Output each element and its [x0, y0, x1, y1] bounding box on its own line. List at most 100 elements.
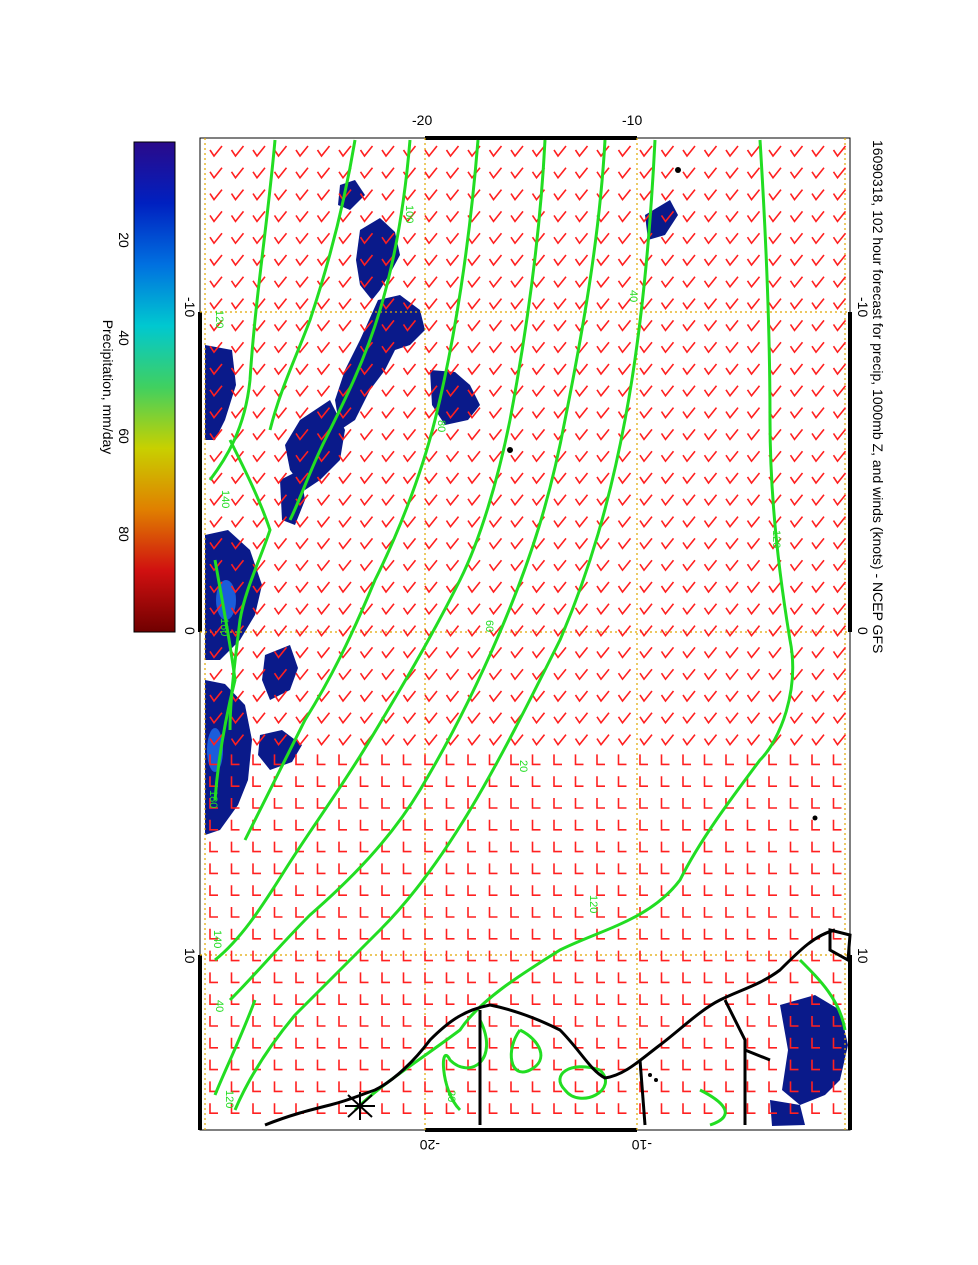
- wind-barb: [832, 450, 847, 463]
- wind-barb: [553, 734, 567, 746]
- wind-barb: [574, 189, 589, 201]
- wind-barb: [660, 232, 675, 245]
- wind-barb: [553, 994, 562, 1005]
- wind-barb: [617, 928, 627, 940]
- wind-barb: [467, 1103, 476, 1114]
- wind-barb: [230, 950, 240, 962]
- wind-barb: [832, 668, 847, 681]
- coastline-path: [264, 928, 836, 1127]
- wind-barb: [574, 885, 584, 896]
- wind-barb: [725, 341, 739, 354]
- wind-barb: [553, 319, 567, 332]
- wind-barb: [682, 1059, 691, 1071]
- wind-barb: [295, 581, 309, 594]
- wind-barb: [811, 646, 825, 659]
- wind-barb: [746, 841, 756, 853]
- wind-barb: [467, 1037, 476, 1049]
- wind-barb: [381, 603, 395, 616]
- wind-barb: [660, 1103, 670, 1114]
- wind-barb: [811, 841, 820, 853]
- wind-barb: [445, 646, 460, 659]
- wind-barb: [703, 581, 718, 594]
- colorbar-tick-label: 20: [116, 232, 132, 248]
- wind-barb: [660, 776, 670, 787]
- wind-barb: [531, 776, 541, 787]
- wind-barb: [639, 450, 653, 463]
- wind-barb: [789, 754, 799, 766]
- wind-barb: [316, 341, 331, 354]
- wind-barb: [596, 145, 610, 158]
- wind-barb: [531, 690, 546, 703]
- wind-barb: [273, 994, 283, 1005]
- wind-barb: [660, 907, 670, 918]
- wind-barb: [725, 1016, 734, 1027]
- wind-barb: [789, 690, 804, 703]
- wind-barb: [596, 276, 610, 289]
- wind-barb: [596, 776, 605, 787]
- wind-barb: [230, 407, 245, 419]
- wind-barb: [639, 603, 653, 616]
- wind-barb: [832, 712, 847, 725]
- wind-barb: [725, 581, 739, 594]
- wind-barb: [596, 1103, 605, 1114]
- wind-barb: [424, 907, 433, 918]
- wind-barb: [467, 776, 476, 787]
- wind-barb: [445, 863, 455, 875]
- wind-barb: [488, 472, 503, 485]
- wind-barb: [832, 341, 847, 354]
- wind-barb: [316, 950, 326, 962]
- wind-barb: [295, 754, 304, 766]
- wind-barb: [617, 863, 627, 875]
- geopotential-contours: [208, 139, 847, 1127]
- wind-barb: [639, 1016, 648, 1027]
- wind-barb: [682, 907, 691, 918]
- wind-barb: [402, 516, 417, 528]
- wind-barb: [811, 276, 825, 289]
- contour-line: [558, 1065, 607, 1100]
- wind-barb: [381, 690, 395, 703]
- wind-barb: [295, 1081, 304, 1093]
- wind-barb: [531, 472, 546, 485]
- wind-barb: [273, 319, 288, 332]
- wind-barb: [660, 646, 675, 659]
- wind-barb: [746, 625, 761, 637]
- wind-barb: [639, 537, 653, 550]
- wind-barb: [467, 754, 476, 766]
- wind-barb: [574, 559, 589, 572]
- wind-barb: [295, 189, 309, 201]
- wind-barb: [273, 690, 288, 703]
- wind-barb: [445, 472, 460, 485]
- wind-barb: [381, 450, 395, 463]
- wind-barb: [725, 625, 739, 637]
- wind-barb: [402, 776, 412, 787]
- wind-barb: [359, 1016, 369, 1027]
- wind-barb: [725, 776, 734, 787]
- wind-barb: [488, 145, 503, 158]
- wind-barb: [402, 472, 417, 485]
- wind-barb: [424, 712, 438, 725]
- wind-barb: [338, 863, 347, 875]
- wind-barb: [209, 428, 223, 441]
- wind-barb: [338, 516, 352, 528]
- island: [675, 167, 681, 173]
- wind-barb: [811, 298, 825, 310]
- wind-barb: [273, 603, 288, 616]
- wind-barb: [703, 298, 718, 310]
- wind-barb: [209, 516, 223, 528]
- wind-barb: [488, 232, 503, 245]
- wind-barb: [295, 798, 304, 809]
- wind-barb: [596, 885, 605, 896]
- wind-barb: [424, 276, 438, 289]
- wind-barb: [703, 994, 713, 1005]
- wind-barb: [316, 581, 331, 594]
- wind-barb: [467, 472, 481, 485]
- wind-barb: [252, 668, 266, 681]
- wind-barb: [811, 167, 825, 180]
- wind-barb: [596, 863, 605, 875]
- wind-barb: [660, 189, 675, 201]
- wind-barb: [424, 232, 438, 245]
- wind-barb: [660, 407, 675, 419]
- wind-barb: [596, 319, 610, 332]
- wind-barb: [789, 798, 799, 809]
- wind-barb: [811, 994, 820, 1005]
